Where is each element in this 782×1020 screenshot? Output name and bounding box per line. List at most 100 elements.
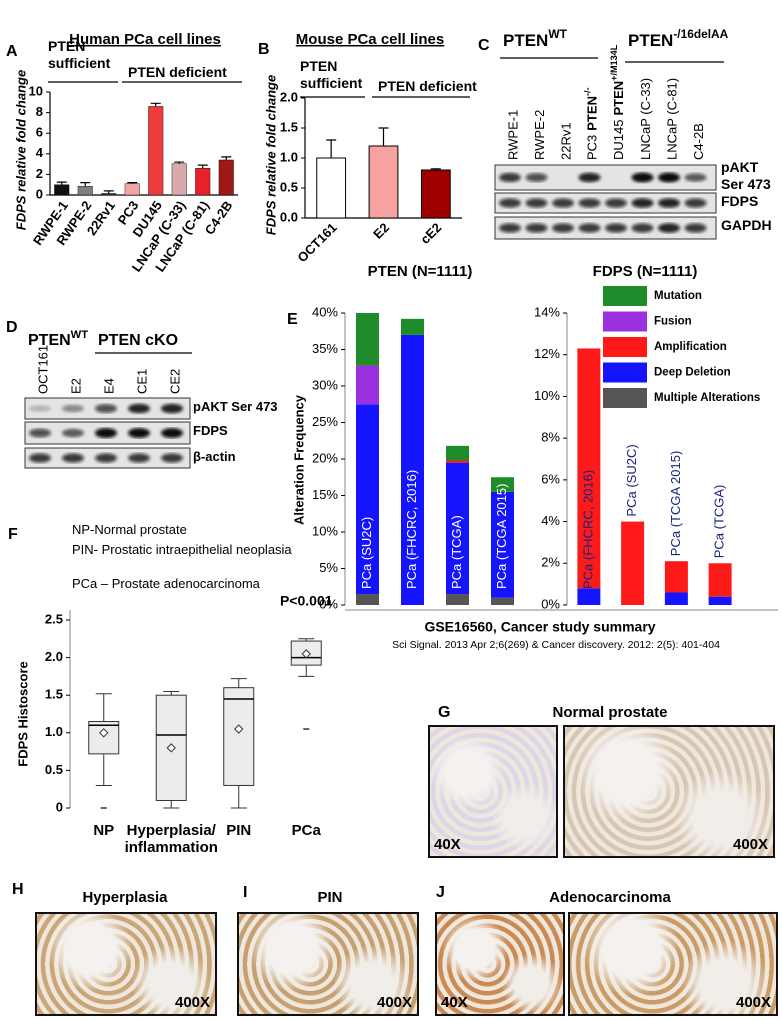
blot-row-label: FDPS [721, 193, 759, 209]
micrograph [563, 725, 775, 858]
blot-band [62, 453, 84, 463]
blot-band [499, 172, 521, 183]
y-tick-label: 2.0 [280, 89, 298, 104]
panel-letter: E [287, 311, 298, 328]
legend-swatch [603, 362, 647, 383]
error-bar [326, 139, 337, 158]
panel-letter: I [243, 884, 247, 901]
group-label: PTEN deficient [128, 64, 227, 80]
y-tick-label: 10% [312, 523, 338, 538]
legend-swatch [603, 286, 647, 306]
note: PCa – Prostate adenocarcinoma [72, 576, 260, 591]
legend-swatch [603, 388, 647, 408]
panel-letter: G [438, 704, 450, 721]
bar [420, 169, 451, 219]
error-bar [378, 127, 389, 146]
y-tick-label: 1.5 [280, 119, 298, 134]
blot-band [161, 453, 183, 463]
blot-header: PTEN-/16delAA [628, 27, 729, 50]
bar-segment [664, 561, 688, 593]
blot-band [684, 223, 707, 233]
bar [195, 168, 211, 196]
magnification: 40X [441, 994, 468, 1011]
lane-label: PC3 PTEN-/- [583, 87, 600, 160]
y-tick-label: 1.5 [45, 687, 63, 702]
y-tick-label: 1.0 [45, 724, 63, 739]
blot-band [128, 403, 150, 414]
image-title: Normal prostate [552, 704, 667, 721]
lane-label: OCT161 [35, 345, 50, 394]
bar-segment [446, 445, 469, 461]
y-tick-label: 40% [312, 304, 338, 319]
bar-label: PCa (SU2C) [624, 444, 639, 516]
y-tick-label: 10 [29, 83, 43, 98]
y-tick-label: 0 [56, 799, 63, 814]
blot-band [525, 198, 548, 208]
blot-band [29, 428, 51, 438]
bar-label: PCa (TCGA 2015) [494, 484, 509, 590]
blot-header: PTENWT [28, 329, 88, 349]
magnification: 400X [377, 994, 413, 1011]
blot-band [578, 172, 601, 183]
label-emph: PTEN [611, 81, 626, 116]
magnification: 40X [434, 836, 461, 853]
y-tick-label: 2.0 [45, 649, 63, 664]
blot-band [631, 172, 654, 183]
lane-label: E4 [101, 378, 116, 394]
error-bar [80, 182, 91, 187]
x-tick-label: PIN [226, 822, 252, 839]
y-tick-label: 30% [312, 377, 338, 392]
bar [316, 157, 347, 219]
chart-title: PTEN (N=1111) [368, 263, 473, 280]
bar-label: PCa (TCGA) [449, 515, 464, 589]
note: PIN- Prostatic intraepithelial neoplasia [72, 542, 292, 557]
chart-title: Mouse PCa cell lines [296, 31, 444, 48]
blot-band [62, 404, 84, 413]
blot-band [552, 198, 574, 208]
y-tick-label: 0 [36, 186, 43, 201]
x-tick-label: PCa [291, 822, 321, 839]
blot-row-label: GAPDH [721, 217, 772, 233]
y-tick-label: 0% [541, 596, 560, 611]
lane-label: RWPE-1 [505, 110, 520, 160]
x-tick-label: NP [93, 822, 115, 839]
blot-band [29, 453, 51, 463]
blot-header: PTENWT [503, 27, 568, 50]
y-tick-label: 8% [541, 430, 560, 445]
error-bar [197, 164, 208, 169]
blot-band [525, 173, 548, 182]
label-sup: WT [548, 27, 567, 41]
annotation: P<0.001 [280, 593, 333, 609]
bar [148, 106, 164, 196]
legend-label: Mutation [654, 290, 702, 302]
bar [124, 183, 140, 196]
legend-swatch [603, 311, 647, 332]
y-tick-label: 10% [534, 388, 560, 403]
blot-band [499, 198, 521, 208]
label-text: PTEN [628, 31, 673, 50]
x-tick-label: Hyperplasia/ inflammation [124, 822, 218, 856]
label-sup: -/16delAA [673, 27, 728, 41]
bar-segment [708, 596, 732, 605]
blot-band [605, 223, 627, 233]
legend-label: Fusion [654, 316, 692, 328]
blot-band [578, 223, 601, 233]
chart-title: FDPS (N=1111) [593, 263, 698, 280]
label-emph: PTEN [585, 96, 600, 131]
legend-label: Deep Deletion [654, 367, 731, 379]
bar-segment [401, 334, 424, 605]
bar-label: PCa (TCGA) [712, 485, 727, 559]
group-label: PTEN sufficient [48, 38, 111, 71]
panel-letter: H [12, 881, 24, 898]
y-tick-label: 6 [36, 125, 43, 140]
box [290, 640, 322, 666]
bar-segment [577, 588, 601, 605]
blot-band [631, 198, 654, 208]
x-tick-label: cE2 [417, 220, 444, 247]
y-tick-label: 20% [312, 450, 338, 465]
blot-band [499, 223, 521, 233]
bar-label: PCa (SU2C) [359, 517, 374, 589]
bar-label: PCa (FHCRC, 2016) [580, 470, 595, 589]
y-tick-label: 25% [312, 414, 338, 429]
blot-band [658, 223, 680, 233]
